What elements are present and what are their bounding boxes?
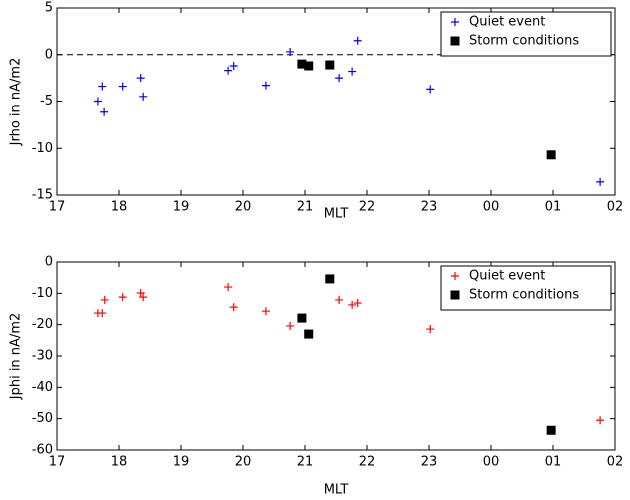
y-tick-label: -5 (40, 94, 53, 109)
point (286, 47, 295, 56)
y-tick-label: -10 (32, 286, 53, 301)
x-tick-label: 00 (483, 200, 500, 215)
x-tick-label: 00 (483, 455, 500, 470)
x-tick-label: 23 (421, 455, 438, 470)
point (546, 150, 556, 160)
x-tick-label: 17 (49, 455, 66, 470)
legend (440, 11, 612, 57)
point (426, 325, 435, 334)
point (136, 74, 145, 83)
y-tick-label: -40 (32, 380, 53, 395)
point (297, 59, 307, 69)
x-tick-label: 20 (235, 200, 252, 215)
point (348, 67, 357, 76)
point (98, 82, 107, 91)
x-tick-label: 02 (607, 455, 624, 470)
legend-label: Quiet event (469, 269, 545, 284)
y-tick-label: -50 (32, 411, 53, 426)
legend-marker (451, 18, 459, 26)
point (286, 321, 295, 330)
point (261, 81, 270, 90)
point (118, 82, 127, 91)
y-tick-label: -30 (32, 349, 53, 364)
y-axis-label: Jphi in nA/m2 (9, 313, 24, 401)
y-tick-label: -20 (32, 317, 53, 332)
x-tick-label: 17 (49, 200, 66, 215)
point (139, 293, 148, 302)
point (353, 36, 362, 45)
point (353, 299, 362, 308)
y-tick-label: 5 (45, 1, 53, 16)
point (139, 92, 148, 101)
point (224, 66, 233, 75)
x-tick-label: 22 (359, 455, 376, 470)
legend-label: Quiet event (469, 15, 545, 30)
legend-marker (450, 36, 460, 46)
point (596, 416, 605, 425)
point (304, 61, 314, 71)
y-tick-label: -15 (32, 188, 53, 203)
y-tick-label: 0 (45, 47, 53, 62)
x-tick-label: 02 (607, 200, 624, 215)
point (325, 60, 335, 70)
point (335, 74, 344, 83)
legend-marker (450, 290, 460, 300)
x-tick-label: 01 (545, 200, 562, 215)
x-tick-label: 23 (421, 200, 438, 215)
x-tick-label: 21 (297, 455, 314, 470)
point (335, 295, 344, 304)
x-tick-label: 01 (545, 455, 562, 470)
legend-label: Storm conditions (469, 288, 579, 303)
y-tick-label: -10 (32, 141, 53, 156)
point (426, 85, 435, 94)
x-axis-label: MLT (324, 207, 349, 222)
y-tick-label: -60 (32, 443, 53, 458)
x-tick-label: 19 (173, 200, 190, 215)
y-tick-label: 0 (45, 255, 53, 270)
point (348, 300, 357, 309)
legend-label: Storm conditions (469, 34, 579, 49)
point (596, 177, 605, 186)
point (224, 283, 233, 292)
x-axis-label: MLT (324, 483, 349, 498)
x-tick-label: 18 (111, 200, 128, 215)
point (261, 307, 270, 316)
point (304, 329, 314, 339)
point (229, 61, 238, 70)
x-tick-label: 22 (359, 200, 376, 215)
point (136, 289, 145, 298)
x-tick-label: 20 (235, 455, 252, 470)
point (93, 97, 102, 106)
y-axis-label: Jrho in nA/m2 (9, 58, 24, 147)
x-tick-label: 19 (173, 455, 190, 470)
legend-marker (451, 272, 459, 280)
point (98, 309, 107, 318)
x-tick-label: 18 (111, 455, 128, 470)
legend (440, 265, 612, 311)
point (229, 303, 238, 312)
point (100, 295, 109, 304)
point (546, 425, 556, 435)
x-tick-label: 21 (297, 200, 314, 215)
point (100, 107, 109, 116)
point (297, 313, 307, 323)
point (118, 293, 127, 302)
point (325, 274, 335, 284)
